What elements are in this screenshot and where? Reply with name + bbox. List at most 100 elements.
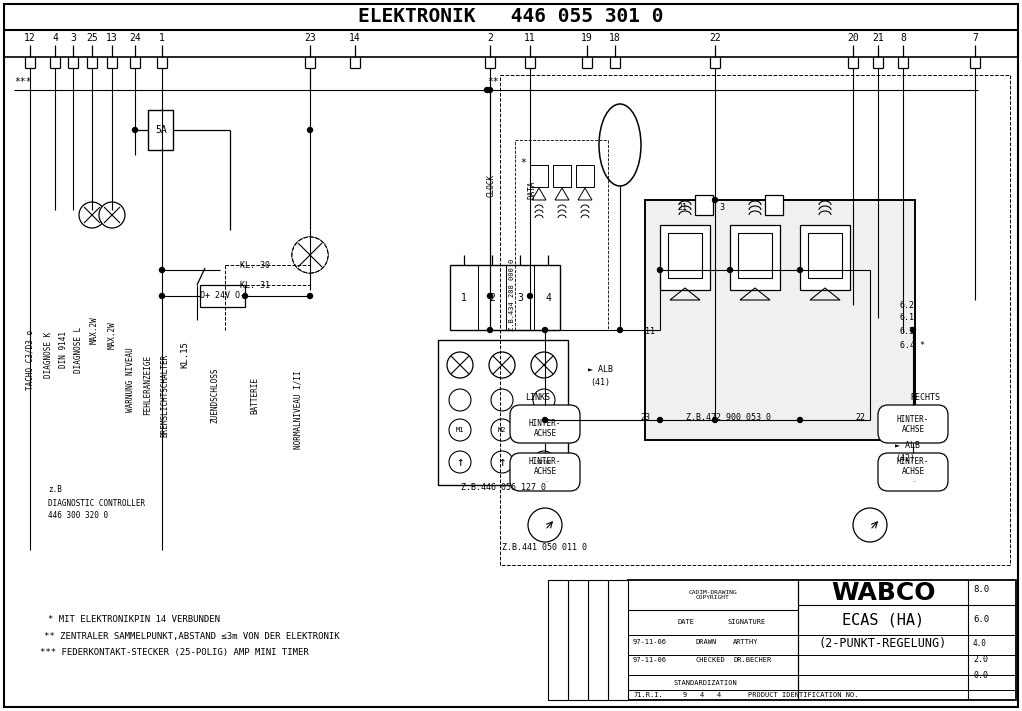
Text: * MIT ELEKTRONIKPIN 14 VERBUNDEN: * MIT ELEKTRONIKPIN 14 VERBUNDEN <box>48 616 220 624</box>
FancyBboxPatch shape <box>510 405 580 443</box>
Bar <box>530 165 548 187</box>
Circle shape <box>657 417 662 422</box>
Bar <box>695 195 713 215</box>
FancyBboxPatch shape <box>878 405 948 443</box>
Text: DIN 9141: DIN 9141 <box>58 331 67 368</box>
Circle shape <box>617 328 622 333</box>
Text: 24: 24 <box>129 33 141 43</box>
Text: BREMSLICHTSCHALTER: BREMSLICHTSCHALTER <box>160 353 170 437</box>
Text: 7: 7 <box>972 33 978 43</box>
Text: ► ALB: ► ALB <box>588 365 612 375</box>
Text: 4.0: 4.0 <box>973 638 987 648</box>
Text: 21: 21 <box>677 203 687 213</box>
Bar <box>588 580 608 700</box>
Circle shape <box>447 352 473 378</box>
Circle shape <box>242 294 247 299</box>
Text: Z.B.472 900 053 0: Z.B.472 900 053 0 <box>686 414 771 422</box>
Text: 6.3: 6.3 <box>900 328 915 336</box>
Text: CLOCK: CLOCK <box>486 173 496 196</box>
Circle shape <box>292 237 328 273</box>
Text: 5A: 5A <box>155 125 167 135</box>
Text: 3: 3 <box>719 203 725 213</box>
Text: NORMALNIVEAU I/II: NORMALNIVEAU I/II <box>293 370 303 449</box>
Text: 1: 1 <box>461 293 467 303</box>
Text: O+ 24V O-: O+ 24V O- <box>199 292 244 301</box>
Text: 23: 23 <box>640 414 650 422</box>
Text: 2: 2 <box>490 293 495 303</box>
Text: M1: M1 <box>456 427 464 433</box>
Text: *: * <box>520 158 526 168</box>
Text: LINKS: LINKS <box>525 392 551 402</box>
Circle shape <box>292 237 328 273</box>
FancyBboxPatch shape <box>510 453 580 491</box>
Circle shape <box>543 417 548 422</box>
Text: 25: 25 <box>86 33 98 43</box>
Text: BATTERIE: BATTERIE <box>250 377 260 414</box>
Bar <box>450 265 560 330</box>
Bar <box>645 200 915 440</box>
Text: 4: 4 <box>52 33 58 43</box>
Text: **: ** <box>487 77 499 87</box>
Circle shape <box>449 389 471 411</box>
Text: 4: 4 <box>545 293 551 303</box>
Text: STOP: STOP <box>537 459 552 464</box>
Text: 9   4   4: 9 4 4 <box>683 692 722 698</box>
Text: DIAGNOSE L: DIAGNOSE L <box>74 327 83 373</box>
Text: (2-PUNKT-REGELUNG): (2-PUNKT-REGELUNG) <box>819 636 947 650</box>
Text: HINTER-: HINTER- <box>528 457 561 466</box>
Text: ACHSE: ACHSE <box>901 468 925 476</box>
Text: 6.0: 6.0 <box>973 616 989 624</box>
Circle shape <box>491 451 513 473</box>
Circle shape <box>159 294 165 299</box>
Text: 2.0: 2.0 <box>973 656 988 665</box>
Bar <box>576 165 594 187</box>
Circle shape <box>449 419 471 441</box>
Circle shape <box>533 389 555 411</box>
Circle shape <box>487 87 493 92</box>
Circle shape <box>487 328 493 333</box>
Bar <box>765 195 783 215</box>
Text: 18: 18 <box>609 33 621 43</box>
Bar <box>730 225 780 290</box>
Text: SIGNATURE: SIGNATURE <box>728 619 766 625</box>
Circle shape <box>159 267 165 272</box>
Circle shape <box>491 419 513 441</box>
Bar <box>645 200 915 440</box>
Text: 14: 14 <box>350 33 361 43</box>
Text: ↑: ↑ <box>456 456 464 469</box>
Text: DRAWN: DRAWN <box>696 639 717 645</box>
Circle shape <box>489 352 515 378</box>
Circle shape <box>308 294 313 299</box>
Text: HINTER-: HINTER- <box>528 419 561 429</box>
Text: KL. 31: KL. 31 <box>240 281 270 289</box>
Text: 11: 11 <box>524 33 536 43</box>
Text: _: _ <box>546 478 549 483</box>
Circle shape <box>449 451 471 473</box>
Text: 97-11-06: 97-11-06 <box>633 657 667 663</box>
Text: RECHTS: RECHTS <box>910 392 940 402</box>
Text: 6.4 *: 6.4 * <box>900 341 925 351</box>
Circle shape <box>533 451 555 473</box>
Text: Z.B.434 208 000 0: Z.B.434 208 000 0 <box>509 259 515 331</box>
Bar <box>200 285 245 307</box>
Text: z.B: z.B <box>48 486 62 494</box>
Text: 446 300 320 0: 446 300 320 0 <box>48 511 108 520</box>
Text: FEHLERANZEIGE: FEHLERANZEIGE <box>143 355 152 415</box>
Circle shape <box>712 198 717 203</box>
Bar <box>438 340 568 485</box>
Bar <box>660 225 710 290</box>
Text: 19: 19 <box>582 33 593 43</box>
Text: 8.0: 8.0 <box>973 585 989 594</box>
Text: 6.2: 6.2 <box>900 301 915 309</box>
Circle shape <box>797 267 802 272</box>
Text: ** ZENTRALER SAMMELPUNKT,ABSTAND ≤3m VON DER ELEKTRONIK: ** ZENTRALER SAMMELPUNKT,ABSTAND ≤3m VON… <box>44 631 339 641</box>
Text: ACHSE: ACHSE <box>533 468 557 476</box>
Text: 8: 8 <box>900 33 905 43</box>
Text: ECAS (HA): ECAS (HA) <box>842 612 924 628</box>
Text: 22: 22 <box>855 414 865 422</box>
Circle shape <box>712 417 717 422</box>
FancyBboxPatch shape <box>878 453 948 491</box>
Text: 20: 20 <box>847 33 858 43</box>
Text: 2: 2 <box>487 33 493 43</box>
Circle shape <box>543 328 548 333</box>
